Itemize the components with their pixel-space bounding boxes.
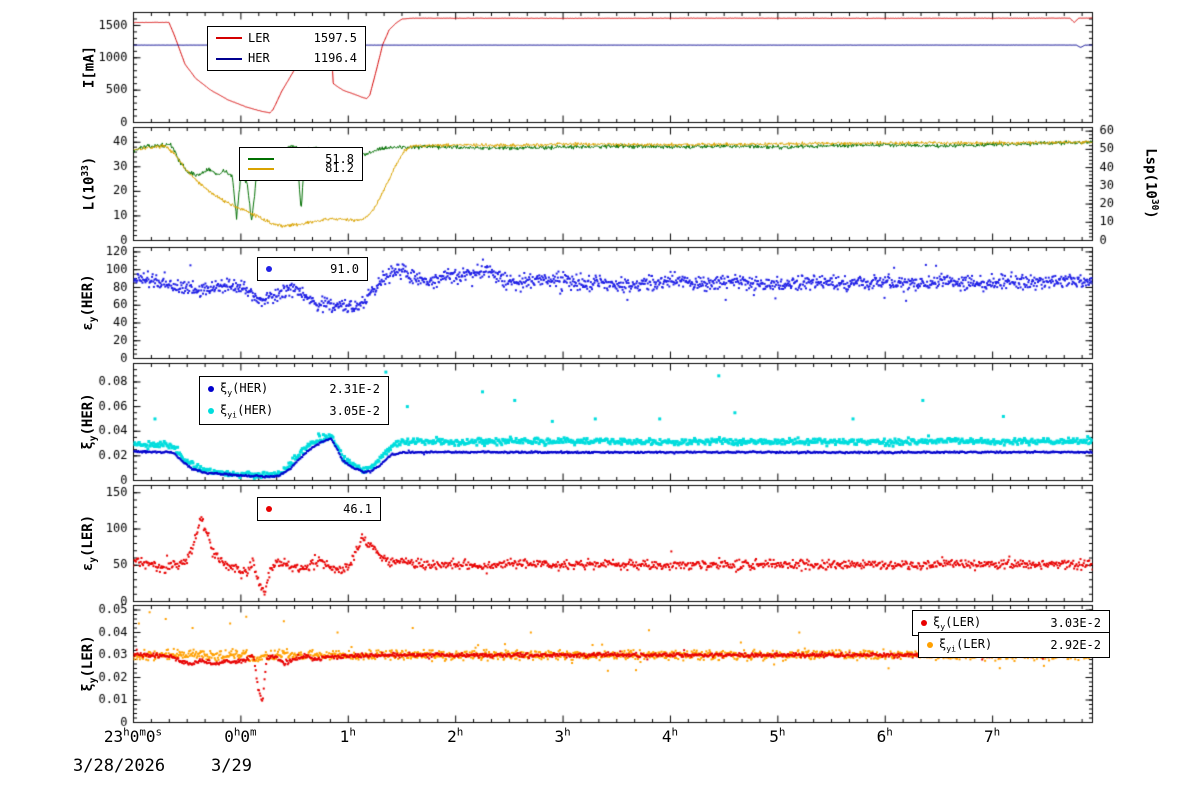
date-label-next-day: 3/29	[211, 756, 252, 776]
date-label-start: 3/28/2026	[73, 756, 166, 776]
